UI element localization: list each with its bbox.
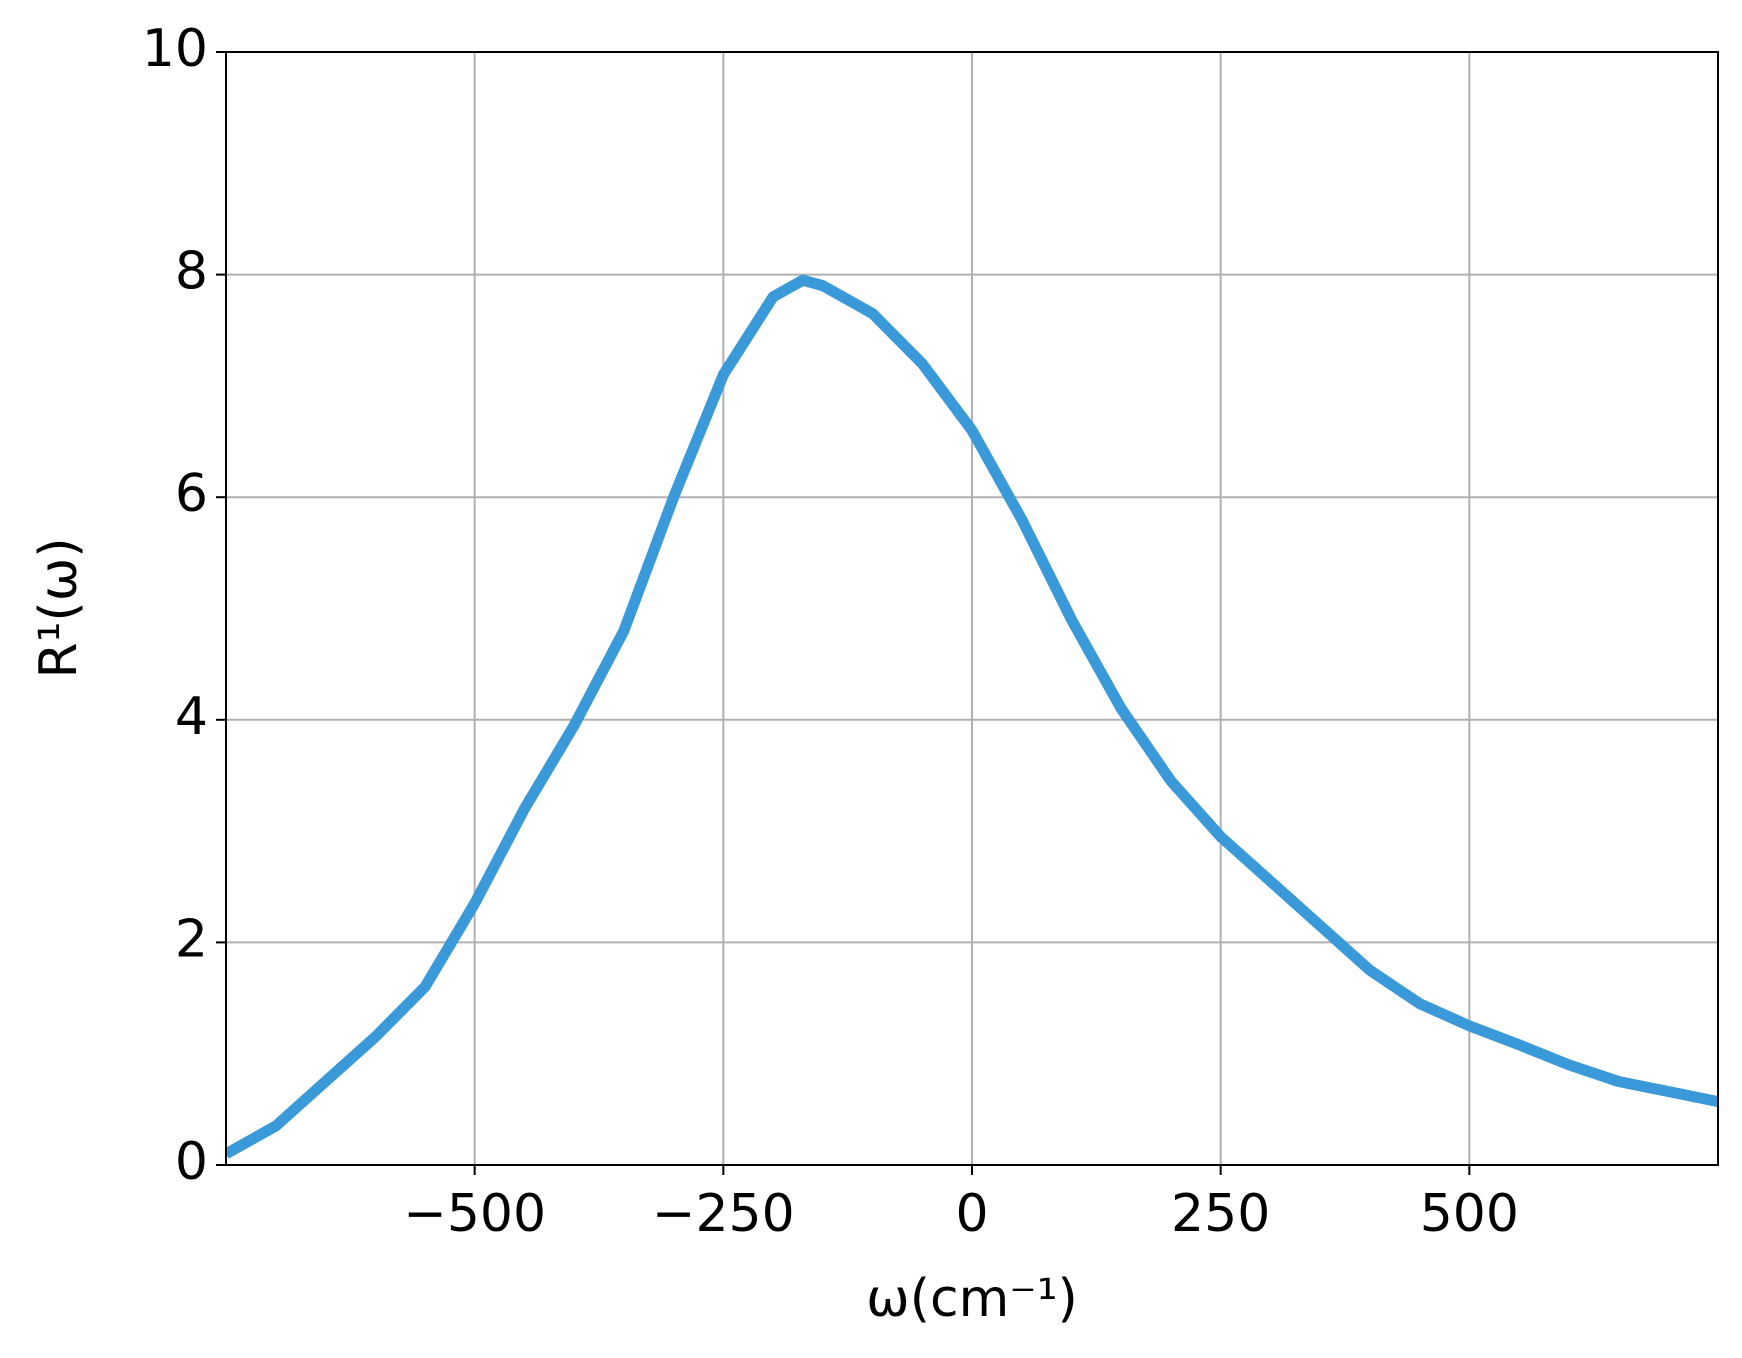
y-tick-label: 0 xyxy=(175,1132,208,1192)
y-tick-label: 8 xyxy=(175,242,208,302)
y-tick-label: 10 xyxy=(142,19,208,79)
data-line xyxy=(226,274,1718,1159)
y-tick-label: 6 xyxy=(175,464,208,524)
x-tick-label: 250 xyxy=(1171,1184,1270,1244)
x-tick-label: 500 xyxy=(1420,1184,1519,1244)
y-tick-label: 4 xyxy=(175,687,208,747)
x-tick-label: −500 xyxy=(403,1184,546,1244)
plot-frame xyxy=(225,51,1719,1166)
x-tick-label: −250 xyxy=(652,1184,795,1244)
y-tick-label: 2 xyxy=(175,909,208,969)
x-tick-label: 0 xyxy=(955,1184,988,1244)
y-axis-label: R¹(ω) xyxy=(29,537,89,678)
x-axis-label: ω(cm⁻¹) xyxy=(866,1269,1078,1329)
